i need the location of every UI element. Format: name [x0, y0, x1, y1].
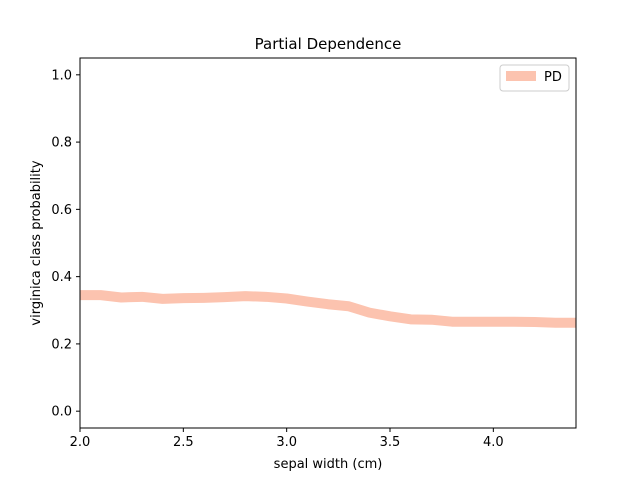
- chart-title: Partial Dependence: [255, 35, 402, 53]
- legend: PD: [499, 64, 570, 92]
- legend-label-pd: PD: [544, 70, 562, 85]
- y-tick-label: 0.8: [51, 136, 72, 151]
- x-tick-label: 2.0: [70, 435, 91, 450]
- axes: 2.0 2.5 3.0 3.5 4.0 0.0 0.2 0.4 0.6 0.8 1.0: [51, 68, 503, 450]
- y-axis-label: virginica class probability: [29, 160, 44, 325]
- x-tick-label: 3.5: [380, 435, 401, 450]
- series-line-pd: [80, 290, 576, 328]
- x-tick-label: 4.0: [483, 435, 504, 450]
- y-tick-label: 0.4: [51, 270, 72, 285]
- x-tick-label: 3.0: [276, 435, 297, 450]
- y-tick-label: 1.0: [51, 68, 72, 83]
- y-tick-label: 0.6: [51, 203, 72, 218]
- plot-area: [80, 290, 576, 328]
- x-axis-label: sepal width (cm): [274, 457, 383, 472]
- x-tick-label: 2.5: [173, 435, 194, 450]
- y-tick-label: 0.0: [51, 405, 72, 420]
- plot-frame: [79, 57, 577, 429]
- y-tick-label: 0.2: [51, 337, 72, 352]
